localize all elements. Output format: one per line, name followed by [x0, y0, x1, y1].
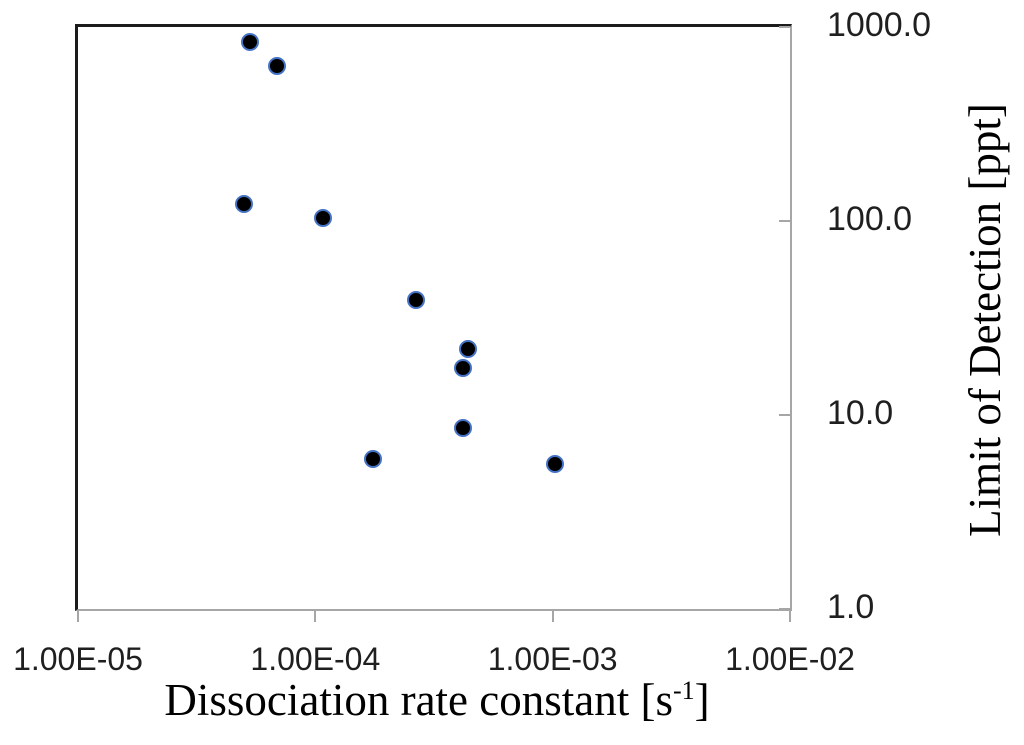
x-axis-title-superscript: -1 — [672, 676, 695, 705]
y-axis-title: Limit of Detection [ppt] — [960, 103, 1010, 537]
y-tick-mark — [779, 414, 790, 416]
y-tick-label: 100.0 — [827, 199, 913, 238]
x-tick-mark — [551, 611, 554, 622]
x-axis-title-closing-bracket: ] — [694, 675, 710, 725]
plot-area — [75, 24, 792, 611]
y-tick-mark — [779, 220, 790, 222]
data-point — [454, 418, 473, 437]
data-point — [240, 32, 259, 51]
x-axis-title-text: Dissociation rate constant [s — [164, 675, 673, 725]
data-point — [268, 56, 287, 75]
data-point — [406, 291, 425, 310]
x-tick-label: 1.00E-03 — [487, 641, 618, 677]
data-point — [459, 339, 478, 358]
data-point — [545, 454, 564, 473]
y-tick-label: 1.0 — [827, 587, 875, 626]
x-tick-mark — [314, 611, 317, 622]
data-point — [234, 195, 253, 214]
data-point — [454, 358, 473, 377]
x-tick-mark — [789, 611, 791, 622]
x-tick-mark — [77, 611, 79, 622]
x-tick-label: 1.00E-04 — [250, 641, 381, 677]
x-tick-label: 1.00E-02 — [725, 641, 855, 677]
y-tick-mark — [779, 26, 790, 28]
y-tick-mark — [779, 608, 790, 610]
data-point — [364, 450, 382, 469]
data-point — [314, 208, 333, 227]
y-tick-label: 10.0 — [827, 393, 894, 432]
x-tick-label: 1.00E-05 — [13, 641, 143, 677]
y-tick-label: 1000.0 — [827, 5, 931, 44]
x-axis-title: Dissociation rate constant [s-1] — [164, 674, 709, 726]
